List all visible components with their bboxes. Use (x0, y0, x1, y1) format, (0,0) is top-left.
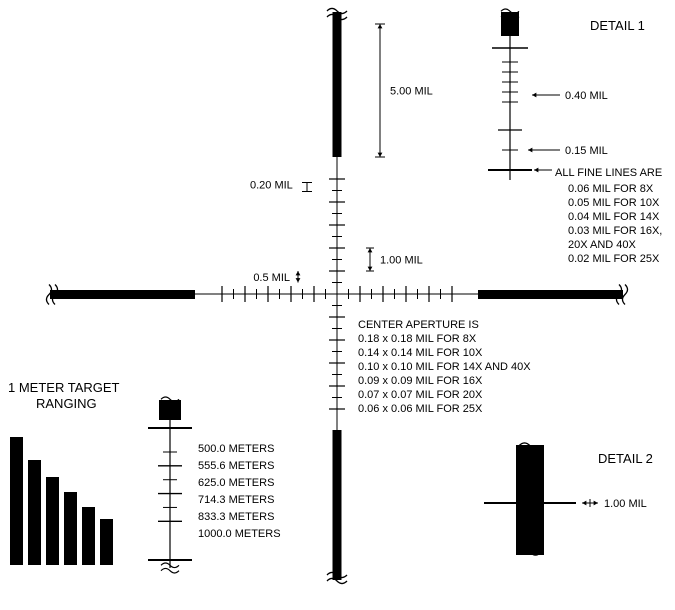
detail1-0.40: 0.40 MIL (565, 90, 608, 102)
dim-1mil: 1.00 MIL (380, 255, 423, 267)
detail2-title: DETAIL 2 (598, 451, 653, 466)
center-aperture-line: 0.06 x 0.06 MIL FOR 25X (358, 403, 483, 415)
center-aperture-line: 0.07 x 0.07 MIL FOR 20X (358, 389, 483, 401)
ranging-bar (28, 460, 41, 565)
detail1-fineline: 0.03 MIL FOR 16X, (568, 225, 662, 237)
post-top (333, 12, 342, 157)
ranging-bar (100, 519, 113, 565)
ranging-title2: RANGING (36, 396, 97, 411)
center-aperture-line: CENTER APERTURE IS (358, 319, 479, 331)
ranging-bar (82, 507, 95, 565)
center-aperture-line: 0.09 x 0.09 MIL FOR 16X (358, 375, 483, 387)
detail1-fineline: 0.02 MIL FOR 25X (568, 253, 660, 265)
ranging-bar (64, 492, 77, 565)
detail1-post (501, 12, 519, 36)
center-aperture-line: 0.14 x 0.14 MIL FOR 10X (358, 347, 483, 359)
center-aperture-line: 0.18 x 0.18 MIL FOR 8X (358, 333, 477, 345)
detail2-1.00: 1.00 MIL (604, 498, 647, 510)
post-left (50, 290, 195, 299)
ranging-distance: 500.0 METERS (198, 443, 274, 455)
detail1-fineline: 0.05 MIL FOR 10X (568, 197, 660, 209)
detail1-fineline: 20X AND 40X (568, 239, 637, 251)
detail1-title: DETAIL 1 (590, 18, 645, 33)
ranging-title: 1 METER TARGET (8, 380, 120, 395)
dim-0.5mil: 0.5 MIL (253, 272, 290, 284)
detail1-fineline: 0.06 MIL FOR 8X (568, 183, 654, 195)
detail1-fineline: 0.04 MIL FOR 14X (568, 211, 660, 223)
detail2-post (516, 445, 544, 555)
ranging-bar (10, 437, 23, 565)
post-right (478, 290, 623, 299)
ranging-distance: 833.3 METERS (198, 511, 274, 523)
center-aperture-line: 0.10 x 0.10 MIL FOR 14X AND 40X (358, 361, 531, 373)
ranging-distance: 714.3 METERS (198, 494, 274, 506)
ranging-distance: 625.0 METERS (198, 477, 274, 489)
ranging-distance: 555.6 METERS (198, 460, 274, 472)
ranging-distance: 1000.0 METERS (198, 528, 281, 540)
dim-5mil: 5.00 MIL (390, 86, 433, 98)
detail1-fineline-hdr: ALL FINE LINES ARE (555, 167, 662, 179)
reticle-diagram: 5.00 MIL 0.20 MIL 1.00 MIL 0.5 MIL CENTER AP… (0, 0, 675, 610)
dim-0.20mil: 0.20 MIL (250, 180, 293, 192)
ranging-bar (46, 477, 59, 565)
detail1-0.15: 0.15 MIL (565, 145, 608, 157)
post-bottom (333, 430, 342, 580)
